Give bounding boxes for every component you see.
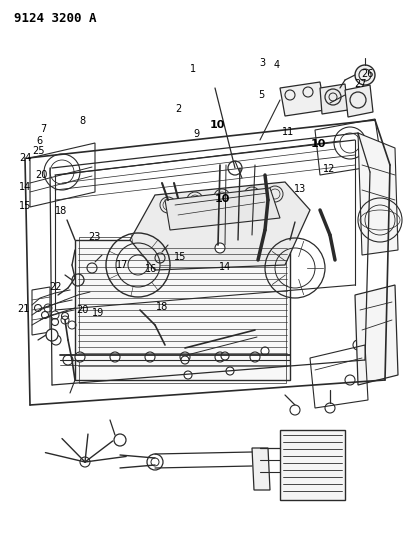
Circle shape [184,371,192,379]
Circle shape [261,347,269,355]
Polygon shape [280,82,325,116]
Text: 3: 3 [259,58,265,68]
Circle shape [145,352,155,362]
Text: 14: 14 [219,262,231,271]
Circle shape [290,405,300,415]
Circle shape [250,352,260,362]
Circle shape [325,403,335,413]
Text: 24: 24 [20,154,32,163]
Circle shape [180,352,190,362]
Polygon shape [345,85,373,117]
Text: 15: 15 [174,253,186,262]
Circle shape [353,340,363,350]
Text: 12: 12 [323,164,335,174]
Text: 21: 21 [17,304,30,314]
Circle shape [181,356,189,364]
Circle shape [221,352,229,360]
Circle shape [46,329,58,341]
Polygon shape [130,182,310,270]
Text: 20: 20 [35,170,47,180]
Text: 8: 8 [79,116,85,126]
Text: 10: 10 [210,120,226,130]
Circle shape [75,352,85,362]
Circle shape [215,243,225,253]
Circle shape [63,355,73,365]
Text: 18: 18 [55,206,67,215]
Text: 13: 13 [294,184,306,193]
Circle shape [215,352,225,362]
Text: 2: 2 [175,104,182,114]
Text: 16: 16 [145,264,157,274]
Circle shape [80,457,90,467]
Circle shape [226,367,234,375]
Polygon shape [320,84,348,114]
Text: 14: 14 [19,182,32,191]
Circle shape [147,454,163,470]
Text: 9124 3200 A: 9124 3200 A [14,12,97,25]
Text: 6: 6 [36,136,42,146]
Text: 10: 10 [311,139,326,149]
Circle shape [51,335,61,345]
Text: 18: 18 [156,302,169,312]
Polygon shape [355,285,398,385]
Text: 4: 4 [273,60,279,70]
Polygon shape [358,133,398,255]
Circle shape [114,434,126,446]
Text: 22: 22 [49,282,62,292]
Text: 20: 20 [76,305,88,315]
Text: 11: 11 [282,127,294,137]
Text: 5: 5 [259,90,265,100]
Text: 26: 26 [362,69,374,78]
Polygon shape [280,430,345,500]
Text: 19: 19 [92,308,104,318]
Text: 17: 17 [116,261,129,270]
Polygon shape [75,240,290,380]
Text: 25: 25 [32,147,44,156]
Circle shape [110,352,120,362]
Text: 27: 27 [354,79,367,88]
Text: 7: 7 [40,124,46,134]
Circle shape [355,65,375,85]
Circle shape [345,375,355,385]
Text: 1: 1 [190,64,196,74]
Polygon shape [165,188,280,230]
Text: 10: 10 [214,194,230,204]
Text: 9: 9 [194,130,199,139]
Text: 15: 15 [19,201,32,211]
Text: 23: 23 [88,232,101,242]
Polygon shape [252,448,270,490]
